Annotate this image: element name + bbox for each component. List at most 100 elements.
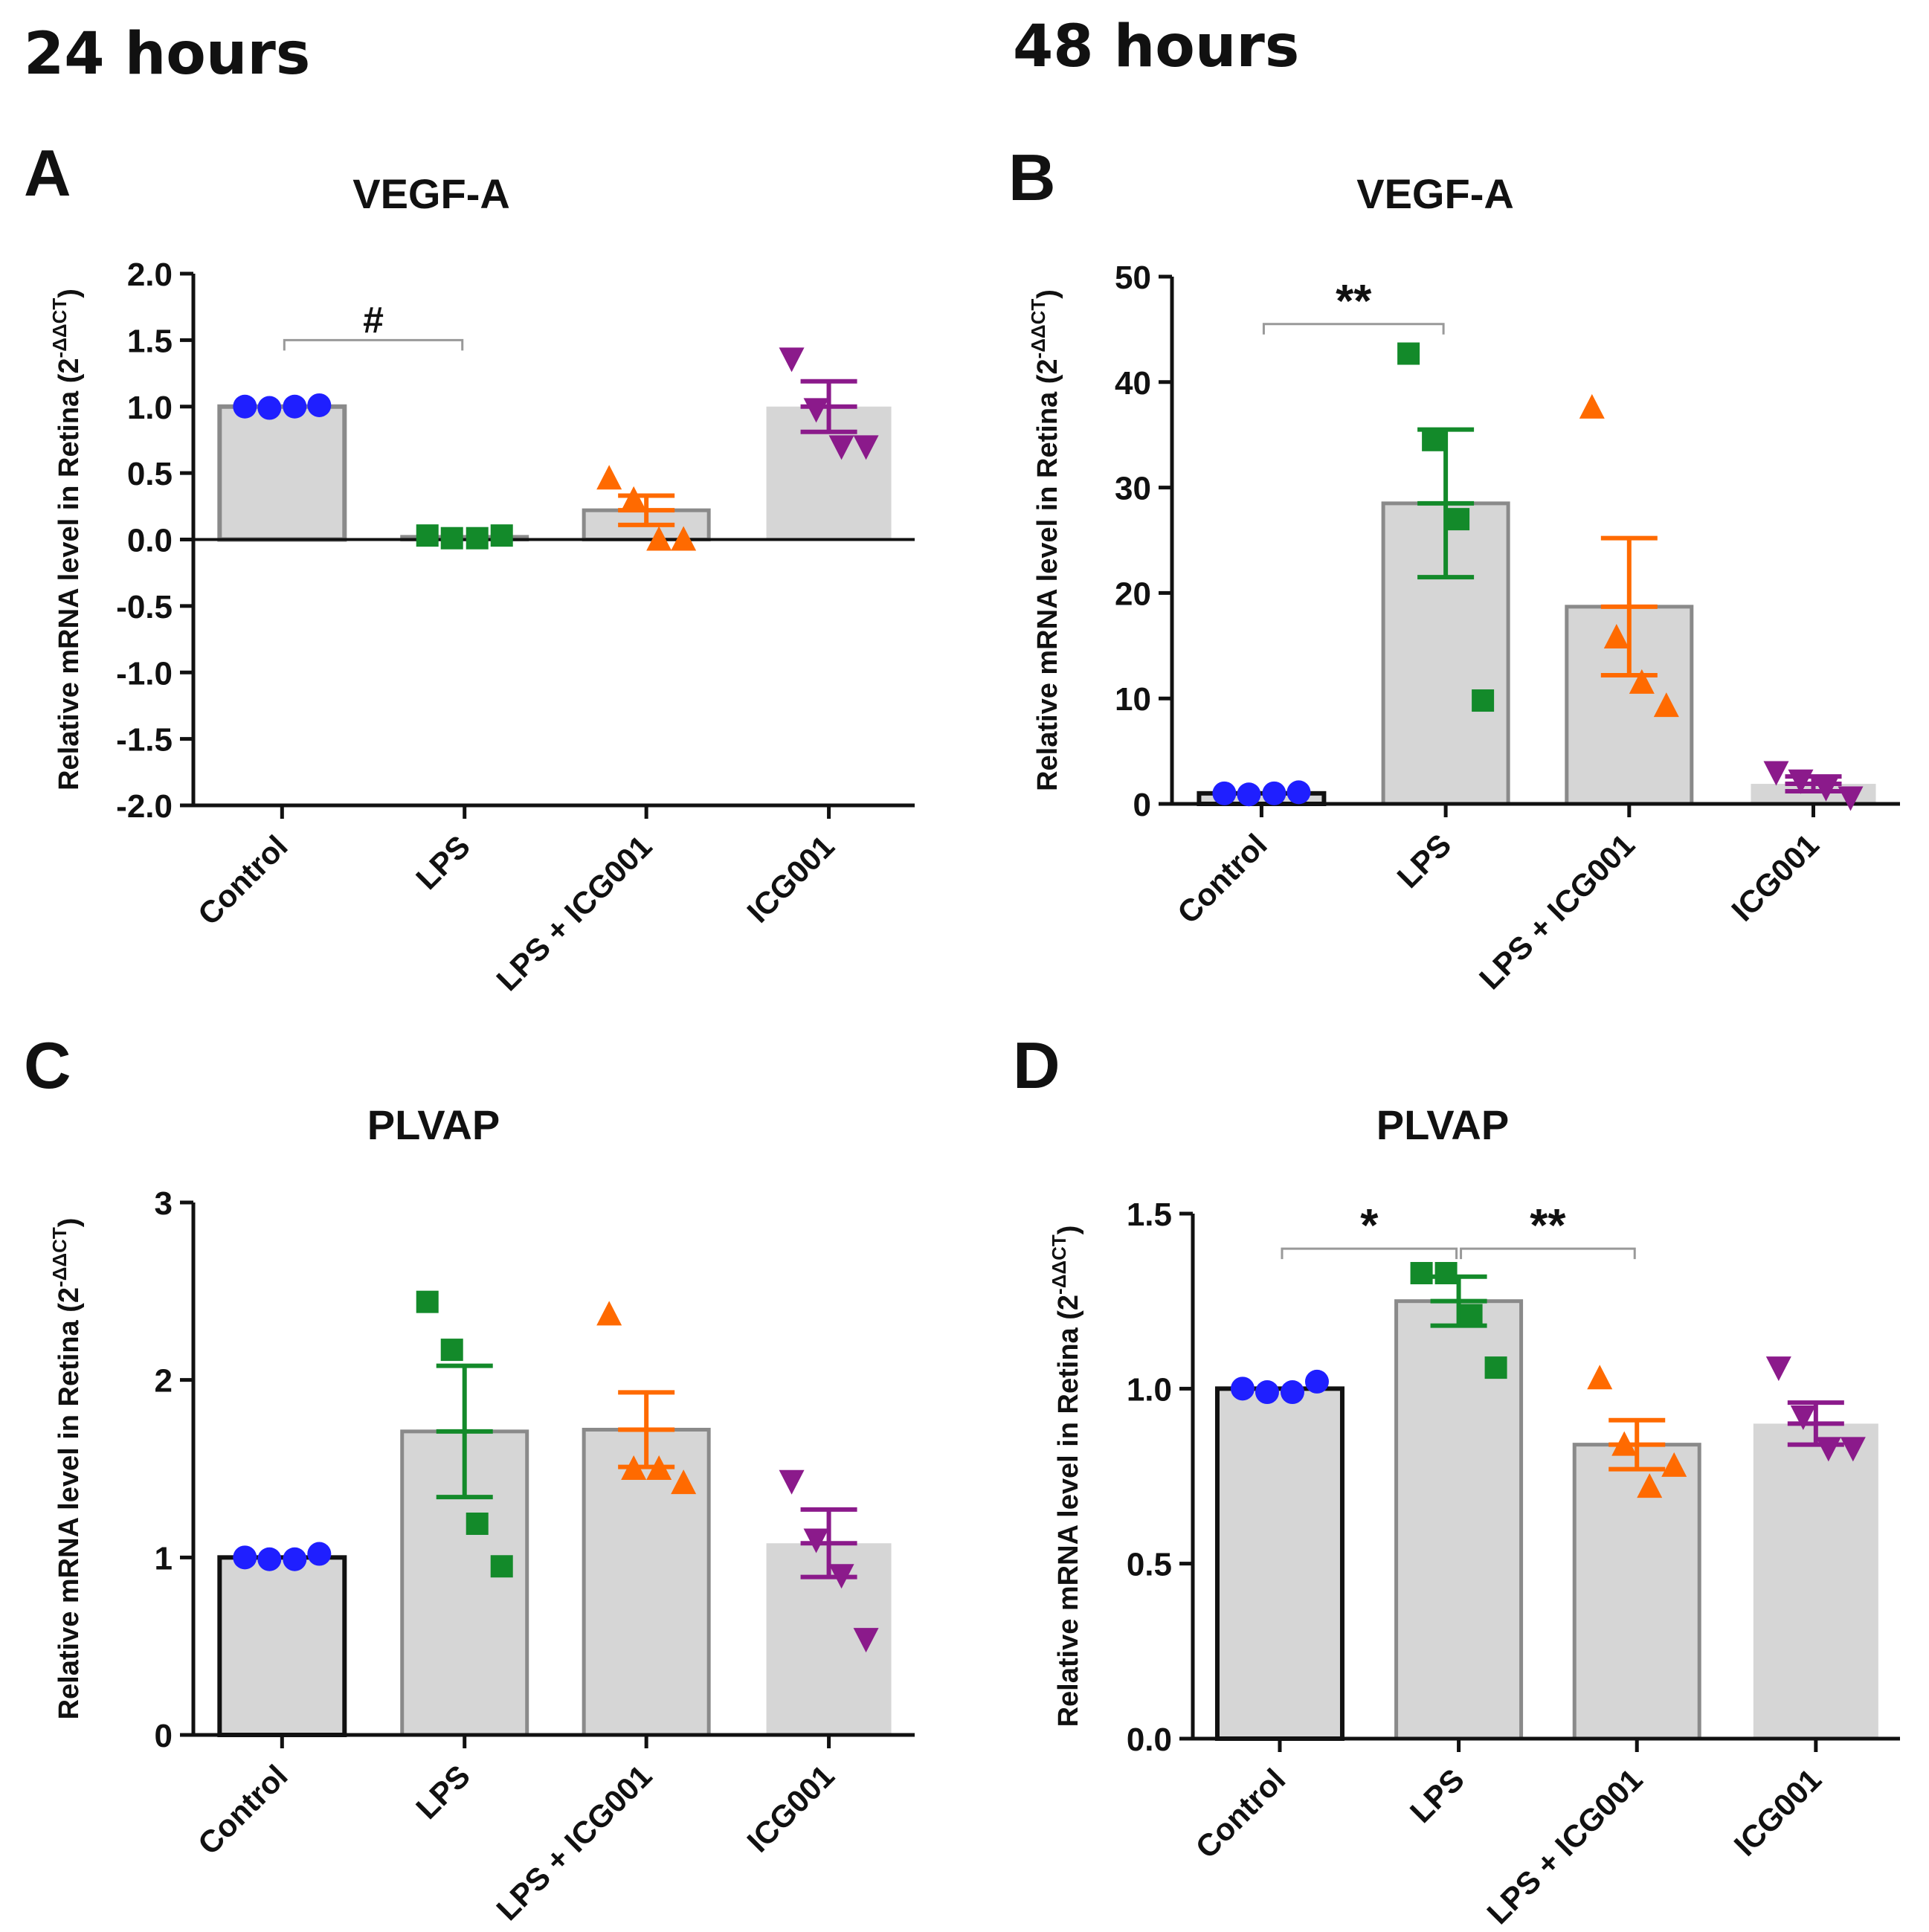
y-tick-label: 50 — [1115, 260, 1151, 296]
data-point — [1286, 780, 1311, 805]
data-point — [1815, 1437, 1841, 1462]
data-point — [1280, 1380, 1304, 1405]
data-point — [416, 524, 439, 547]
y-tick-label: -1.5 — [116, 722, 173, 759]
x-tick-label: LPS — [409, 828, 477, 896]
data-point — [1790, 1405, 1816, 1430]
data-point — [1579, 393, 1605, 419]
y-tick-label: 1.5 — [1127, 1197, 1172, 1233]
bar-lps-icg001 — [582, 1427, 711, 1737]
panel-letter-b: B — [1008, 141, 1056, 214]
y-tick-label: 2 — [155, 1363, 173, 1400]
data-point — [1255, 1380, 1279, 1405]
data-point — [1813, 776, 1839, 802]
chart-panel-a: -2.0 -1.5 -1.0 -0.5 0.0 0.5 1.0 1.5 2.0 Control LP… — [48, 257, 915, 997]
data-point — [779, 1469, 805, 1495]
x-tick-label: LPS — [1390, 827, 1458, 895]
data-point — [779, 347, 805, 373]
y-tick-label: 20 — [1115, 576, 1151, 612]
y-tick-label: 1 — [155, 1540, 173, 1577]
significance-bracket — [1460, 1247, 1636, 1260]
y-axis-label: Relative mRNA level in Retina (2-ΔΔCT) — [48, 1218, 85, 1720]
data-point — [416, 1290, 439, 1313]
y-axis-label: Relative mRNA level in Retina (2-ΔΔCT) — [1048, 1226, 1084, 1727]
y-tick-label: 2.0 — [127, 257, 173, 293]
data-point — [1661, 1452, 1687, 1477]
data-point — [1611, 1431, 1637, 1456]
y-axis-label: Relative mRNA level in Retina (2-ΔΔCT) — [48, 289, 85, 790]
y-tick-label: 0.5 — [1127, 1547, 1172, 1583]
data-point — [853, 435, 879, 460]
significance-label: * — [1360, 1200, 1379, 1252]
panel-title-d: PLVAP — [1376, 1101, 1510, 1148]
data-point — [1763, 761, 1789, 786]
x-tick-label: ICG001 — [1727, 1762, 1829, 1863]
bar-control — [217, 1555, 347, 1737]
bar-icg001 — [1753, 1423, 1878, 1739]
data-point — [671, 526, 697, 551]
data-point — [828, 1564, 854, 1589]
x-tick-label: Control — [191, 1758, 294, 1861]
y-tick-label: 1.0 — [1127, 1371, 1172, 1408]
panel-letter-c: C — [24, 1028, 71, 1102]
data-point — [828, 435, 854, 460]
data-point — [1838, 786, 1864, 811]
chart-panel-c: 0 1 2 3 Control LPS LPS + ICG001 ICG001 Relative… — [48, 1185, 915, 1927]
significance-bracket — [283, 338, 464, 351]
y-tick-label: 0 — [1133, 787, 1151, 823]
panel-title-b: VEGF-A — [1356, 170, 1514, 217]
data-point — [307, 1542, 332, 1566]
data-point — [1653, 692, 1679, 718]
data-point — [1587, 1365, 1613, 1390]
data-point — [490, 524, 513, 547]
data-point — [1460, 1304, 1483, 1327]
data-point — [440, 1339, 463, 1362]
significance-label: ** — [1336, 276, 1372, 327]
y-tick-label: 0.0 — [1127, 1722, 1172, 1758]
header-24-hours: 24 hours — [24, 21, 311, 88]
data-point — [1434, 1262, 1458, 1285]
data-point — [1840, 1437, 1866, 1462]
data-point — [466, 1512, 489, 1535]
data-point — [257, 1547, 282, 1571]
panel-title-c: PLVAP — [367, 1101, 500, 1148]
data-point — [803, 1528, 829, 1553]
x-tick-label: ICG001 — [740, 828, 841, 930]
data-point — [440, 527, 463, 550]
y-tick-label: -1.0 — [116, 655, 173, 692]
data-point — [621, 486, 647, 511]
significance-label: # — [363, 299, 384, 341]
bar-lps-icg001 — [1572, 1443, 1701, 1741]
y-tick-label: 1.5 — [127, 323, 173, 359]
x-tick-label: ICG001 — [740, 1758, 841, 1859]
y-tick-label: 10 — [1115, 681, 1151, 718]
data-point — [1304, 1369, 1329, 1394]
y-axis-label: Relative mRNA level in Retina (2-ΔΔCT) — [1027, 289, 1063, 791]
panel-title-a: VEGF-A — [352, 170, 510, 217]
chart-panel-d: 0.0 0.5 1.0 1.5 Control LPS LPS + ICG001 ICG001… — [1048, 1197, 1900, 1931]
y-tick-label: 0.5 — [127, 456, 173, 492]
data-point — [1237, 782, 1261, 807]
significance-bracket — [1281, 1247, 1458, 1260]
data-point — [1422, 428, 1445, 451]
data-point — [1410, 1262, 1433, 1285]
data-point — [1603, 623, 1629, 648]
y-tick-label: 1.0 — [127, 390, 173, 426]
y-tick-label: 0 — [155, 1718, 173, 1754]
y-tick-label: 0.0 — [127, 523, 173, 559]
x-tick-label: LPS + ICG001 — [489, 1758, 658, 1927]
data-point — [1447, 508, 1470, 531]
header-48-hours: 48 hours — [1013, 13, 1300, 80]
data-point — [596, 1301, 622, 1326]
data-point — [1629, 669, 1655, 694]
bar-control — [217, 404, 347, 542]
data-point — [1484, 1356, 1507, 1379]
bar-control — [1214, 1386, 1344, 1742]
data-point — [646, 1455, 672, 1480]
x-tick-label: LPS — [1403, 1762, 1471, 1829]
data-point — [307, 393, 332, 417]
chart-panel-b: 0 10 20 30 40 50 Control LPS LPS + ICG001 ICG001 R… — [1027, 260, 1900, 996]
panel-letter-a: A — [24, 136, 71, 210]
